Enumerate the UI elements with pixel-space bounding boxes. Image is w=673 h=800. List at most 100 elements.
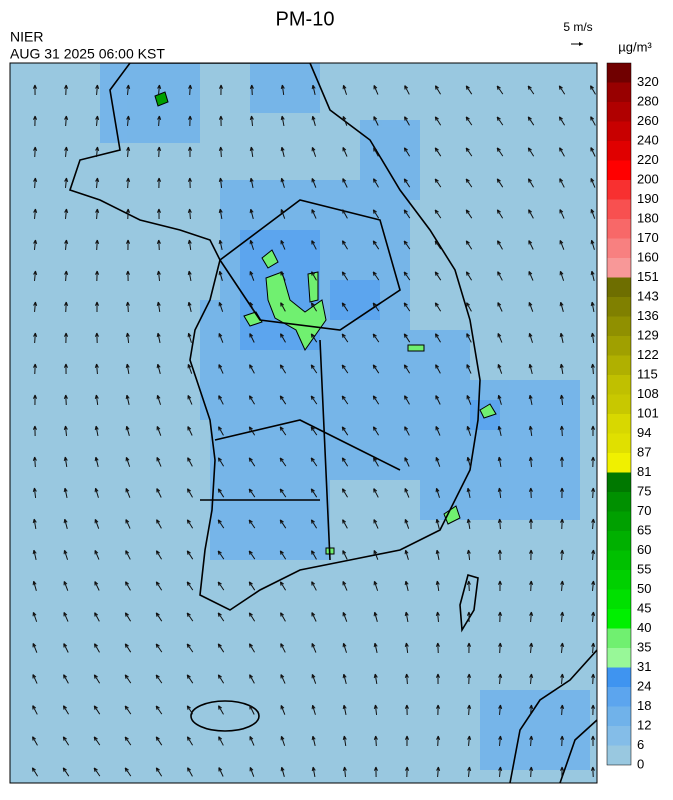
wind-arrow xyxy=(311,704,316,715)
wind-arrow xyxy=(403,209,411,219)
wind-arrow xyxy=(279,426,287,436)
wind-arrow xyxy=(64,177,69,189)
wind-arrow xyxy=(341,333,349,343)
colorbar: 0 6 12 18 24 31 35 40 45 50 55 60 65 70 75 81 87 94 101 108… xyxy=(606,62,659,771)
wind-arrow xyxy=(187,177,192,189)
wind-arrow xyxy=(33,146,38,158)
wind-arrow xyxy=(434,116,442,126)
wind-arrow xyxy=(249,146,254,158)
wind-arrow xyxy=(217,519,225,529)
colorbar-label: 35 xyxy=(637,639,651,654)
wind-arrow xyxy=(249,364,255,374)
wind-arrow xyxy=(373,116,379,126)
wind-arrow xyxy=(341,240,348,250)
wind-arrow xyxy=(249,115,254,127)
wind-arrow xyxy=(465,271,473,281)
wind-arrow xyxy=(466,425,472,436)
wind-arrow xyxy=(187,363,193,374)
colorbar-segment xyxy=(607,531,631,551)
wind-arrow xyxy=(95,270,100,282)
wind-arrow xyxy=(373,766,378,778)
colorbar-segment xyxy=(607,141,631,161)
colorbar-segment xyxy=(607,609,631,629)
wind-arrow xyxy=(249,766,255,777)
wind-arrow xyxy=(155,643,163,653)
wind-arrow xyxy=(434,178,442,188)
wind-arrow xyxy=(465,116,473,126)
wind-arrow xyxy=(125,270,130,282)
datetime: AUG 31 2025 06:00 KST xyxy=(10,46,165,62)
wind-arrow xyxy=(465,147,473,157)
wind-arrow xyxy=(279,581,287,591)
wind-arrows xyxy=(31,84,596,778)
wind-arrow xyxy=(187,457,193,467)
colorbar-segment xyxy=(607,180,631,200)
colorbar-segment xyxy=(607,648,631,668)
wind-arrow xyxy=(218,705,224,715)
wind-arrow xyxy=(155,767,163,777)
colorbar-segment xyxy=(607,336,631,356)
wind-arrow xyxy=(311,550,317,560)
wind-arrow xyxy=(280,735,286,746)
colorbar-segment xyxy=(607,219,631,239)
wind-arrow xyxy=(342,550,348,560)
wind-arrow xyxy=(32,549,37,560)
wind-arrow xyxy=(403,178,411,188)
wind-arrow xyxy=(591,611,596,623)
wind-arrow xyxy=(280,177,285,188)
colorbar-segment xyxy=(607,199,631,219)
wind-arrow xyxy=(248,488,256,498)
wind-arrow xyxy=(93,643,100,653)
wind-arrow xyxy=(466,456,471,467)
wind-arrow xyxy=(373,580,379,591)
map xyxy=(9,62,598,784)
wind-arrow xyxy=(528,363,533,374)
wind-arrow xyxy=(559,363,564,375)
wind-arrow xyxy=(280,705,286,715)
wind-arrow xyxy=(280,612,286,622)
wind-arrow xyxy=(311,766,316,778)
wind-arrow xyxy=(95,84,100,96)
wind-arrow xyxy=(125,519,131,529)
wind-arrow xyxy=(435,456,441,467)
wind-arrow xyxy=(560,611,565,623)
wind-arrow xyxy=(527,116,535,126)
wind-arrow xyxy=(310,333,318,343)
wind-arrow xyxy=(341,271,349,281)
wind-arrow xyxy=(435,426,441,436)
wind-arrow xyxy=(497,425,502,436)
wind-arrow xyxy=(310,364,318,374)
wind-arrow xyxy=(590,85,596,95)
wind-arrow xyxy=(280,115,285,127)
wind-scale-arrow-head xyxy=(579,42,583,46)
wind-arrow xyxy=(559,147,565,157)
colorbar-label: 60 xyxy=(637,542,651,557)
wind-arrow xyxy=(341,426,349,436)
wind-arrow xyxy=(62,736,70,746)
colorbar-segment xyxy=(607,433,631,453)
wind-arrow xyxy=(434,240,442,250)
wind-arrow xyxy=(95,208,100,220)
wind-arrow xyxy=(63,487,68,498)
wind-arrow xyxy=(590,147,596,157)
wind-arrow xyxy=(156,394,162,405)
wind-arrow xyxy=(32,84,37,96)
wind-arrow xyxy=(560,642,565,654)
wind-arrow xyxy=(32,643,38,653)
wind-arrow xyxy=(311,209,317,219)
wind-arrow xyxy=(404,116,410,126)
wind-arrow xyxy=(465,240,473,250)
colorbar-label: 240 xyxy=(637,132,659,147)
wind-arrow xyxy=(32,518,37,530)
colorbar-label: 180 xyxy=(637,210,659,225)
colorbar-segment xyxy=(607,355,631,375)
wind-arrow xyxy=(560,487,565,499)
wind-arrow xyxy=(497,363,503,374)
wind-arrow xyxy=(94,425,99,437)
wind-arrow xyxy=(126,146,131,158)
wind-arrow xyxy=(311,178,317,188)
wind-arrow xyxy=(94,581,100,591)
wind-arrow xyxy=(156,519,162,529)
wind-arrow xyxy=(590,116,596,126)
wind-arrow xyxy=(528,240,534,250)
